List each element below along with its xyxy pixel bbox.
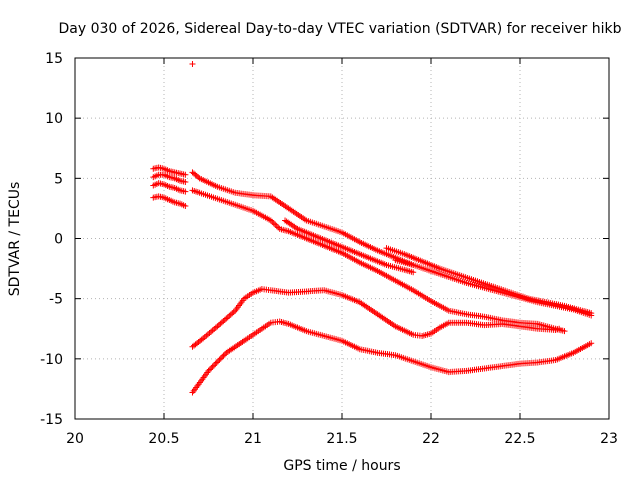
data-point	[410, 269, 417, 276]
series-outlier	[189, 61, 196, 68]
data-point	[556, 325, 563, 332]
ticks-layer	[74, 57, 610, 420]
data-point	[224, 314, 231, 321]
data-point	[226, 312, 233, 319]
data-point	[561, 328, 568, 335]
data-point	[209, 327, 216, 334]
data-point	[182, 178, 189, 185]
series-track-d-early	[150, 193, 189, 210]
x-tick-label: 23	[600, 431, 618, 447]
data-point	[208, 365, 215, 372]
data-point	[588, 340, 595, 347]
data-point	[206, 330, 213, 337]
points-layer	[150, 61, 595, 396]
y-tick-label: 5	[54, 171, 63, 187]
data-point	[215, 322, 222, 329]
data-point	[230, 309, 237, 316]
x-tick-label: 21	[244, 431, 262, 447]
data-point	[182, 171, 189, 178]
data-point	[195, 174, 202, 181]
y-tick-label: -10	[40, 352, 63, 368]
data-point	[217, 320, 224, 327]
data-point	[220, 352, 227, 359]
data-point	[211, 326, 218, 333]
series-track-c-early	[150, 180, 189, 195]
data-point	[215, 358, 222, 365]
x-axis-label: GPS time / hours	[283, 458, 400, 474]
y-axis-label: SDTVAR / TECUs	[7, 182, 23, 297]
data-point	[214, 323, 221, 330]
x-tick-label: 20	[66, 431, 84, 447]
x-tick-label: 22	[422, 431, 440, 447]
data-point	[204, 331, 211, 338]
tick-labels-layer: 20 20.5 21 21.5 22 22.5 23 -15 -10 -5 0 5 10 15	[40, 51, 618, 447]
data-point	[212, 324, 219, 331]
data-point	[205, 367, 212, 374]
data-point	[189, 61, 196, 68]
series-track-lower-2	[189, 318, 595, 396]
data-point	[216, 356, 223, 363]
y-tick-label: -5	[49, 292, 63, 308]
data-point	[208, 328, 215, 335]
series-track-a-early	[150, 164, 189, 178]
series-track-mid-2	[383, 245, 595, 317]
data-point	[220, 318, 227, 325]
series-track-mid-1	[282, 217, 417, 276]
x-tick-label: 21.5	[326, 431, 357, 447]
grid-layer	[75, 58, 609, 419]
data-point	[182, 203, 189, 210]
data-point	[223, 315, 230, 322]
data-point	[212, 360, 219, 367]
series-track-lower-1	[189, 286, 563, 350]
series-track-upper-1	[189, 169, 417, 268]
x-tick-label: 22.5	[504, 431, 535, 447]
data-point	[217, 355, 224, 362]
data-point	[227, 311, 234, 318]
data-point	[588, 312, 595, 319]
y-tick-label: 15	[45, 51, 63, 67]
data-point	[209, 363, 216, 370]
y-tick-label: 10	[45, 111, 63, 127]
data-point	[273, 223, 280, 230]
series-track-b-early	[150, 171, 189, 185]
x-tick-label: 20.5	[148, 431, 179, 447]
data-point	[206, 366, 213, 373]
chart-title: Day 030 of 2026, Sidereal Day-to-day VTE…	[59, 21, 622, 37]
series-track-mid-3	[392, 257, 595, 319]
series-track-upper-2	[189, 187, 568, 335]
data-point	[270, 220, 277, 227]
data-point	[229, 310, 236, 317]
data-point	[210, 362, 217, 369]
data-point	[269, 218, 276, 225]
y-tick-label: 0	[54, 232, 63, 248]
data-point	[272, 221, 279, 228]
data-point	[267, 217, 274, 224]
data-point	[203, 332, 210, 339]
data-point	[213, 359, 220, 366]
data-point	[221, 316, 228, 323]
y-tick-label: -15	[40, 412, 63, 428]
data-point	[275, 224, 282, 231]
data-point	[182, 188, 189, 195]
data-point	[218, 319, 225, 326]
data-point	[219, 353, 226, 360]
